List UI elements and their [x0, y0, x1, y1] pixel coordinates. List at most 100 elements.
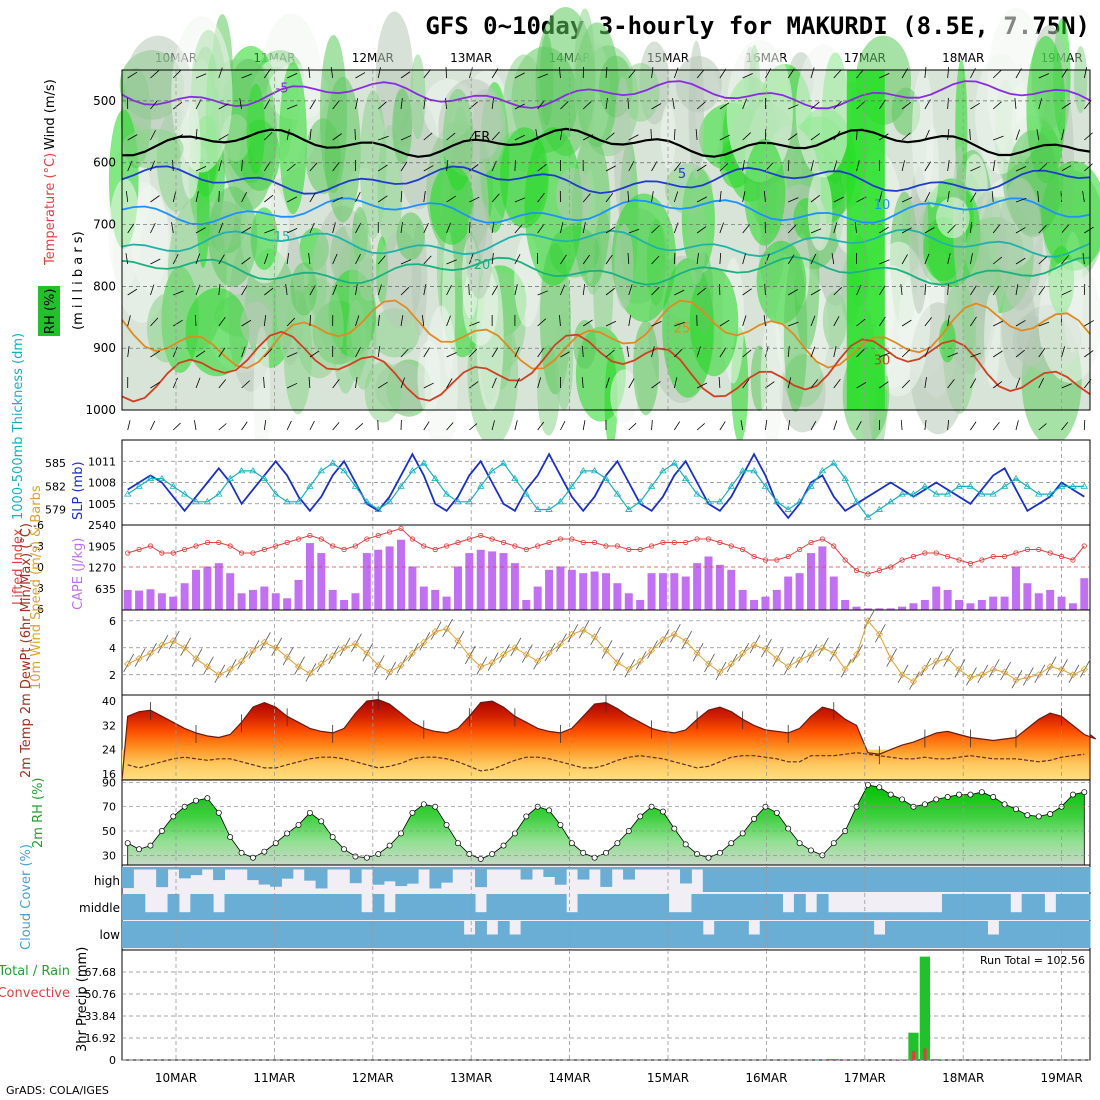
cloud-high-cell [588, 867, 601, 870]
rh-point [739, 830, 746, 837]
thickness-point [317, 467, 326, 474]
wind-barb [856, 128, 858, 141]
wind-speed-point [921, 664, 929, 672]
rh-point [455, 840, 461, 847]
isotherm-label-FR: FR [474, 130, 491, 145]
wind-barb [446, 285, 452, 296]
surface-barb [214, 664, 226, 683]
cloud-high-cell [190, 867, 203, 876]
wind-barb [628, 284, 633, 296]
wind-barb [605, 254, 613, 265]
wind-barb [605, 67, 608, 79]
thickness-point [1069, 482, 1077, 489]
wind-axis-label: Wind (m/s) [43, 79, 58, 150]
wind-barb [241, 192, 247, 203]
precip-tick: 16.92 [85, 1032, 117, 1045]
cape-bar [772, 589, 781, 610]
cloud-low-cell [1010, 921, 1023, 948]
wind-speed-point [260, 638, 268, 646]
wind-barb [583, 134, 594, 141]
rh-point [272, 840, 279, 847]
bottom-date-label: 11MAR [253, 1071, 295, 1085]
wind-barb [924, 284, 927, 296]
cape-bar [920, 599, 929, 610]
wind-barb [810, 67, 815, 79]
lifted-index-point [808, 539, 814, 546]
wind-barb [1038, 73, 1050, 79]
wind-speed-point [272, 644, 280, 652]
cloud-high-cell [270, 867, 282, 887]
wind-barb [651, 381, 661, 389]
cloud-low-cell [440, 921, 453, 948]
thickness-point [385, 498, 394, 505]
cloud-low-cell [953, 921, 966, 948]
lifted-index-point [592, 539, 598, 546]
rh-tick: 70 [102, 801, 116, 814]
wind-barb [924, 192, 931, 203]
cloud-low-cell [281, 921, 294, 948]
thickness-point [602, 474, 610, 482]
wind-barb [127, 288, 138, 296]
lifted-index-point [751, 553, 757, 560]
cloud-high-cell [361, 867, 374, 870]
surface-barb [829, 642, 841, 662]
wind-barb [514, 197, 526, 203]
cloud-middle-cell [725, 894, 738, 920]
lifted-index-point [774, 557, 780, 563]
rh-point [933, 796, 940, 803]
wind-speed-point [181, 644, 189, 652]
wind-barb [286, 352, 298, 358]
cape-bar [305, 543, 314, 610]
wind-barb [150, 222, 156, 234]
cloud-low-cell [475, 921, 487, 948]
surface-barb [1079, 659, 1091, 678]
rh-point [295, 821, 302, 828]
wind-barb [560, 101, 569, 110]
chart-title: GFS 0~10day 3-hourly for MAKURDI (8.5E, … [425, 12, 1090, 40]
cloud-high-cell [531, 867, 544, 870]
cloud-high-cell [315, 867, 328, 889]
lifted-index-point [364, 536, 370, 542]
rh-point [773, 809, 780, 816]
wind-barb [400, 135, 412, 141]
wind-barb [742, 253, 746, 265]
top-date-label: 18MAR [942, 51, 984, 65]
wind-speed-point [1046, 663, 1054, 671]
cloud-middle-cell [691, 894, 704, 920]
wind-barb [263, 253, 269, 265]
cape-bar [818, 546, 827, 610]
wind-barb [742, 288, 752, 296]
lifted-index-point [330, 543, 336, 549]
cloud-middle-cell [429, 894, 442, 920]
surface-barb [761, 638, 772, 658]
rh-point [329, 834, 336, 841]
cloud-low-cell [919, 921, 932, 948]
surface-barb [362, 642, 374, 662]
cape-bar [932, 586, 941, 610]
wind-barb [651, 67, 654, 79]
thickness-point [169, 482, 177, 489]
surface-wind-barb [560, 420, 566, 431]
rh-2m-panel: 90 70 50 30 2m RH (%) [31, 776, 1091, 866]
cloud-high-cell [235, 867, 248, 870]
cloud-middle-cell [623, 894, 635, 920]
thickness-point [909, 490, 918, 497]
rh-point [591, 854, 598, 861]
lifted-index-point [740, 546, 746, 553]
cloud-high-cell [429, 867, 442, 889]
wind-barb [695, 129, 698, 141]
wind-barb [378, 135, 389, 141]
cloud-high-cell [850, 867, 863, 892]
cloud-middle-cell [941, 894, 954, 920]
surface-barb [453, 630, 465, 650]
surface-barb [578, 620, 590, 639]
wind-barb [423, 191, 426, 203]
rh-point [1069, 791, 1076, 798]
surface-barb [601, 640, 613, 659]
cloud-middle-cell [1067, 894, 1080, 920]
wind-barb [150, 258, 161, 265]
wind-barb [1014, 98, 1017, 110]
rh-shade-patch [610, 369, 639, 423]
wind-barb [719, 134, 730, 141]
wind-barb [172, 346, 178, 358]
